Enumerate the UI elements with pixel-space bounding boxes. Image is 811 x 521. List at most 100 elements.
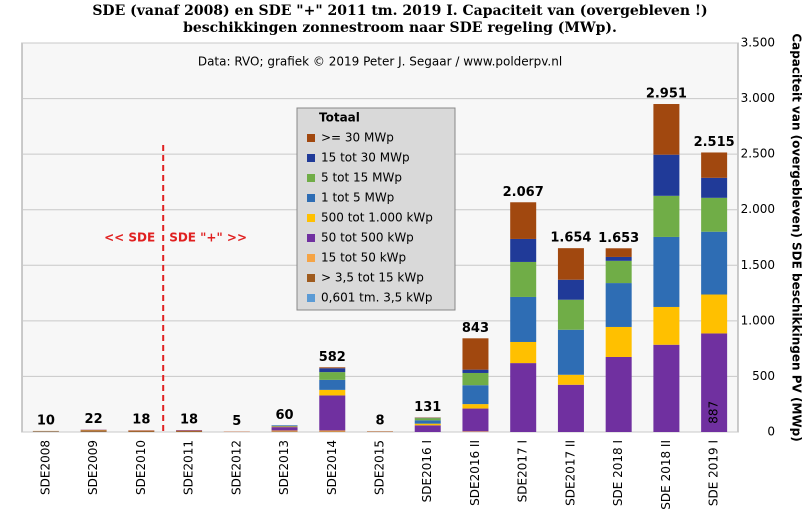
bar-segment <box>462 372 489 386</box>
legend-swatch <box>307 134 315 142</box>
x-tick-label: SDE2010 <box>134 440 148 495</box>
x-tick-label: SDE2013 <box>277 440 291 495</box>
bar-segment <box>510 202 537 239</box>
total-label: 582 <box>319 350 346 365</box>
bar-segment <box>653 306 680 345</box>
y-tick-label: 3.000 <box>741 91 775 105</box>
legend-label: 15 tot 30 MWp <box>321 151 410 165</box>
legend-swatch <box>307 154 315 162</box>
bar-segment <box>701 294 728 334</box>
bar-segment <box>605 260 632 284</box>
source: Data: RVO; grafiek © 2019 Peter J. Segaa… <box>198 55 562 69</box>
total-label: 5 <box>232 414 241 429</box>
total-label: 843 <box>462 321 489 336</box>
bar-segment <box>701 197 728 232</box>
x-tick-label: SDE2009 <box>86 440 100 495</box>
bar-segment <box>510 341 537 364</box>
y-tick-label: 500 <box>752 369 775 383</box>
legend-label: 1 tot 5 MWp <box>321 191 394 205</box>
total-label: 22 <box>85 412 103 427</box>
x-tick-label: SDE2017 II <box>563 440 577 506</box>
legend-label: > 3,5 tot 15 kWp <box>321 271 424 285</box>
bar-segment <box>605 326 632 357</box>
bar-segment <box>510 238 537 262</box>
bar-segment <box>701 177 728 198</box>
total-label: 10 <box>37 413 55 428</box>
annotation: SDE "+" >> <box>169 231 247 245</box>
bar-segment <box>462 408 489 432</box>
bar-segment <box>653 344 680 432</box>
bar-segment <box>557 384 584 432</box>
total-label: 2.515 <box>694 135 735 150</box>
legend-title: Totaal <box>319 111 360 125</box>
bar-segment <box>701 333 728 432</box>
x-tick-label: SDE2012 <box>229 440 243 495</box>
bar-segment <box>605 248 632 257</box>
bar-segment <box>128 430 155 432</box>
bar-segment <box>319 367 346 369</box>
bar-segment <box>128 430 155 431</box>
legend-swatch <box>307 194 315 202</box>
bar-segment <box>510 261 537 297</box>
bar-segment <box>176 430 203 432</box>
legend-box <box>296 107 456 311</box>
x-tick-label: SDE 2019 I <box>707 440 721 506</box>
x-tick-label: SDE2016 II <box>468 440 482 506</box>
bar-segment <box>319 379 346 390</box>
y-tick-label: 2.500 <box>741 147 775 161</box>
bar-segment <box>701 231 728 295</box>
bar-segment <box>462 404 489 409</box>
bar-segment <box>319 395 346 431</box>
bar-segment <box>80 430 107 432</box>
bar-segment <box>414 423 441 426</box>
legend-swatch <box>307 174 315 182</box>
annotation: << SDE <box>104 231 155 245</box>
x-tick-label: SDE 2018 II <box>659 440 673 510</box>
bar-segment <box>557 299 584 330</box>
total-label: 1.654 <box>550 231 591 246</box>
bar-segment <box>414 420 441 424</box>
x-tick-label: SDE 2018 I <box>611 440 625 506</box>
x-tick-label: SDE2008 <box>38 440 52 495</box>
chart-title: beschikkingen zonnestroom naar SDE regel… <box>183 20 617 36</box>
bar-value-label: 887 <box>707 401 721 424</box>
bar-segment <box>271 431 298 432</box>
legend-label: >= 30 MWp <box>321 131 394 145</box>
bar-segment <box>653 236 680 307</box>
legend-swatch <box>307 294 315 302</box>
legend-swatch <box>307 214 315 222</box>
bar-segment <box>557 248 584 280</box>
bar-segment <box>605 256 632 261</box>
y-axis-label: Capaciteit van (overgebleven) SDE beschi… <box>790 33 804 441</box>
x-tick-label: SDE2016 I <box>420 440 434 502</box>
legend-label: 5 tot 15 MWp <box>321 171 402 185</box>
bar-segment <box>701 152 728 178</box>
y-tick-label: 0 <box>767 425 775 439</box>
total-label: 2.951 <box>646 87 687 102</box>
x-tick-label: SDE2014 <box>325 440 339 495</box>
total-label: 2.067 <box>503 185 544 200</box>
bar-segment <box>462 369 489 373</box>
x-tick-label: SDE2011 <box>182 440 196 495</box>
y-tick-label: 3.500 <box>741 36 775 50</box>
total-label: 18 <box>180 412 198 427</box>
y-tick-label: 1.000 <box>741 313 775 327</box>
bar-segment <box>271 426 298 428</box>
bar-segment <box>414 418 441 421</box>
bar-segment <box>653 104 680 155</box>
bar-segment <box>176 429 203 431</box>
bar-segment <box>557 279 584 300</box>
source-box <box>160 50 600 74</box>
legend-label: 15 tot 50 kWp <box>321 251 406 265</box>
bar-segment <box>319 372 346 380</box>
legend-label: 500 tot 1.000 kWp <box>321 211 433 225</box>
y-tick-label: 1.500 <box>741 258 775 272</box>
total-label: 60 <box>275 408 293 423</box>
bar-segment <box>414 425 441 432</box>
bar-segment <box>462 431 489 432</box>
bar-segment <box>653 195 680 237</box>
bar-segment <box>653 154 680 196</box>
bar-segment <box>319 430 346 432</box>
bar-segment <box>32 431 59 432</box>
total-label: 1.653 <box>598 231 639 246</box>
